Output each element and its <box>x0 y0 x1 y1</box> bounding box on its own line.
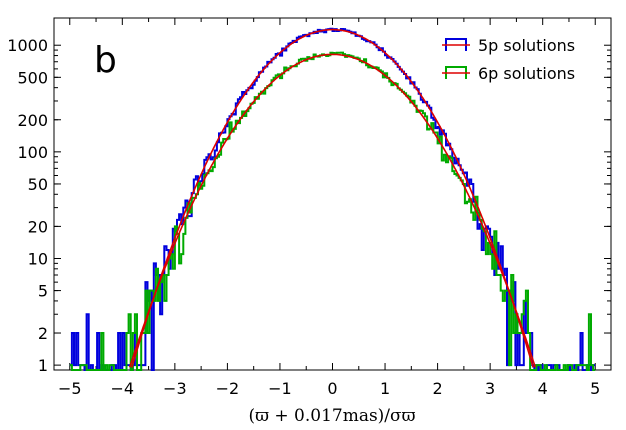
panel-label: b <box>94 40 117 81</box>
x-tick-label: −1 <box>268 379 292 398</box>
x-tick-label: 3 <box>485 379 495 398</box>
x-tick-label: 1 <box>380 379 390 398</box>
legend-label-5p: 5p solutions <box>478 36 575 55</box>
series-layer <box>69 27 596 371</box>
x-axis: −5 −4 −3 −2 −1 0 1 2 3 4 5 <box>58 18 600 398</box>
legend: 5p solutions 6p solutions <box>442 36 575 83</box>
x-tick-label: 0 <box>327 379 337 398</box>
y-tick-label: 2 <box>38 324 48 343</box>
x-tick-label: −3 <box>163 379 187 398</box>
x-tick-label: 2 <box>433 379 443 398</box>
legend-label-6p: 6p solutions <box>478 64 575 83</box>
y-tick-label: 5 <box>38 282 48 301</box>
y-tick-label: 500 <box>17 68 48 87</box>
y-tick-label: 1000 <box>7 36 48 55</box>
y-tick-label: 20 <box>28 217 48 236</box>
x-tick-label: 5 <box>590 379 600 398</box>
fit-curve-6p <box>128 53 537 368</box>
x-tick-label: −2 <box>216 379 240 398</box>
y-tick-label: 100 <box>17 143 48 162</box>
y-tick-label: 10 <box>28 249 48 268</box>
fit-curve-5p <box>131 28 534 368</box>
y-axis: 1 2 5 10 20 50 100 200 500 1000 <box>7 36 611 375</box>
x-tick-label: −4 <box>111 379 135 398</box>
x-tick-label: 4 <box>538 379 548 398</box>
x-tick-label: −5 <box>58 379 82 398</box>
y-tick-label: 200 <box>17 111 48 130</box>
y-tick-label: 50 <box>28 175 48 194</box>
series-6p-histogram <box>69 51 596 371</box>
series-5p-histogram <box>69 27 596 371</box>
x-axis-label: (ϖ + 0.017mas)/σϖ <box>248 406 415 426</box>
y-tick-label: 1 <box>38 356 48 375</box>
